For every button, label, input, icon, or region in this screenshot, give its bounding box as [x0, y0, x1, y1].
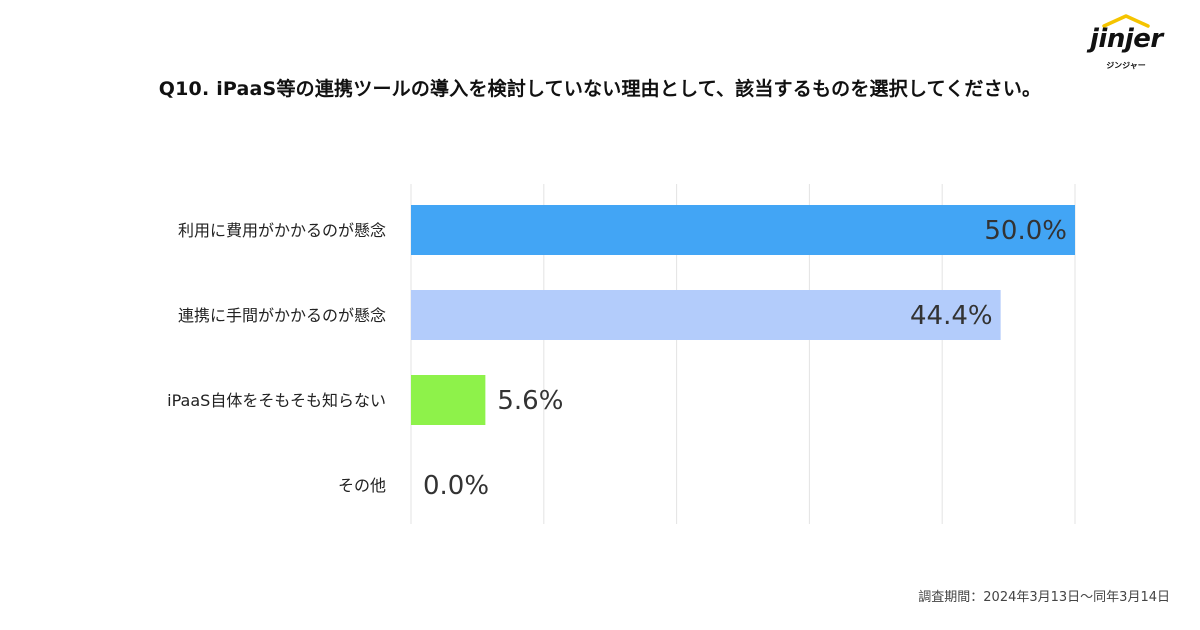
- bar: [411, 205, 1075, 255]
- category-label: その他: [338, 476, 386, 495]
- roof-icon: [1102, 14, 1150, 28]
- bar: [411, 375, 486, 425]
- bar: [411, 290, 1001, 340]
- value-label: 50.0%: [984, 216, 1067, 246]
- logo-subtitle: ジンジャー: [1106, 61, 1146, 70]
- category-label: iPaaS自体をそもそも知らない: [167, 391, 386, 410]
- category-label: 利用に費用がかかるのが懸念: [178, 221, 386, 240]
- value-label: 44.4%: [910, 301, 993, 331]
- category-label: 連携に手間がかかるのが懸念: [178, 306, 386, 325]
- survey-period: 調査期間：2024年3月13日〜同年3月14日: [918, 590, 1170, 605]
- value-label: 0.0%: [423, 471, 489, 501]
- brand-logo: jinjer ジンジャー: [1090, 14, 1180, 74]
- logo-wordmark: jinjer: [1090, 24, 1163, 54]
- value-label: 5.6%: [497, 386, 563, 416]
- page-title: Q10. iPaaS等の連携ツールの導入を検討していない理由として、該当するもの…: [158, 78, 1042, 100]
